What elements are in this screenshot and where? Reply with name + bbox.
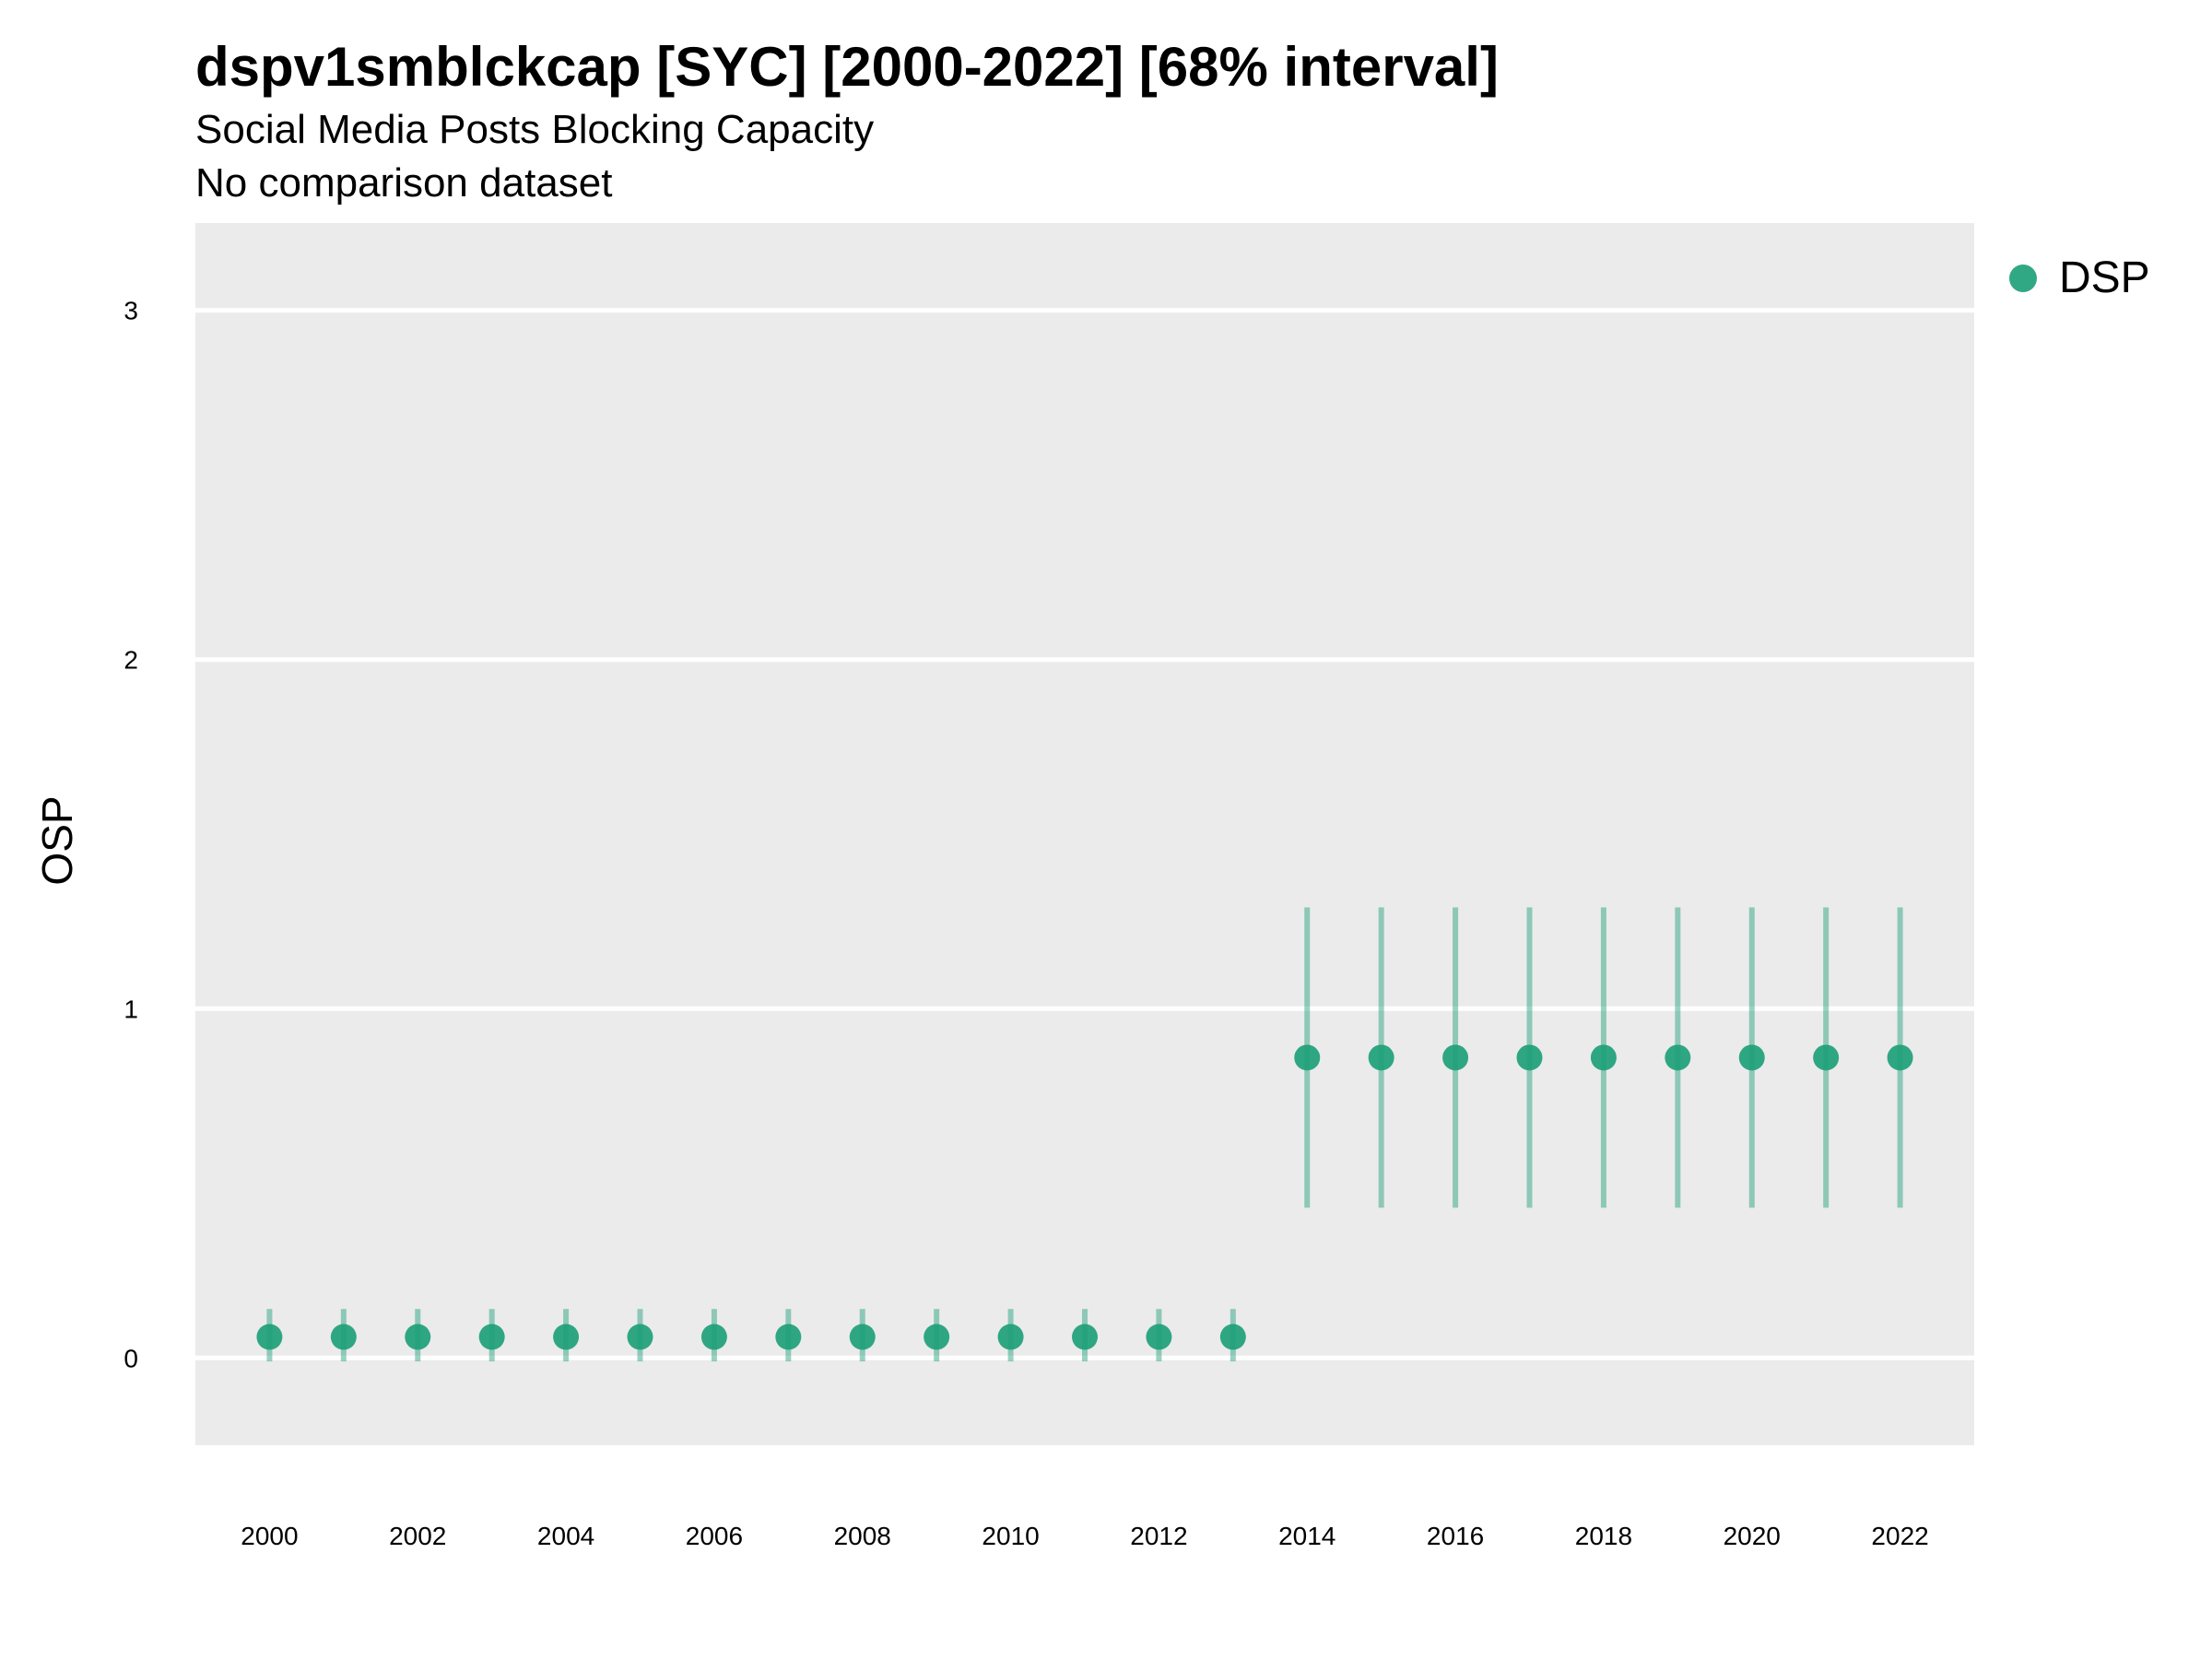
legend-key-dsp xyxy=(2009,264,2037,292)
data-point xyxy=(1590,1044,1617,1071)
x-tick-label: 2004 xyxy=(537,1522,594,1550)
x-tick-label: 2002 xyxy=(389,1522,446,1550)
legend: DSP xyxy=(2009,253,2150,303)
x-tick-label: 2016 xyxy=(1427,1522,1484,1550)
data-point xyxy=(997,1324,1024,1350)
data-point xyxy=(478,1324,505,1350)
x-tick-label: 2012 xyxy=(1130,1522,1187,1550)
chart-subtitle-secondary: No comparison dataset xyxy=(195,160,613,206)
y-tick-label: 3 xyxy=(124,297,138,325)
data-point xyxy=(1887,1044,1913,1071)
data-point xyxy=(1665,1044,1691,1071)
data-point xyxy=(1294,1044,1321,1071)
x-tick-label: 2022 xyxy=(1871,1522,1928,1550)
y-tick-label: 1 xyxy=(124,994,138,1023)
x-tick-label: 2018 xyxy=(1575,1522,1632,1550)
x-tick-label: 2014 xyxy=(1278,1522,1335,1550)
chart-title: dspv1smblckcap [SYC] [2000-2022] [68% in… xyxy=(195,36,1499,98)
data-point xyxy=(1516,1044,1543,1071)
data-point xyxy=(775,1324,802,1350)
x-tick-label: 2020 xyxy=(1724,1522,1781,1550)
y-tick-label: 0 xyxy=(124,1344,138,1372)
chart-subtitle: Social Media Posts Blocking Capacity xyxy=(195,107,875,152)
x-tick-label: 2000 xyxy=(241,1522,298,1550)
data-point xyxy=(849,1324,876,1350)
data-point xyxy=(1738,1044,1765,1071)
data-point xyxy=(1442,1044,1469,1071)
y-tick-label: 2 xyxy=(124,646,138,675)
data-point xyxy=(553,1324,580,1350)
data-point xyxy=(1146,1324,1172,1350)
plot-panel xyxy=(195,223,1974,1445)
x-tick-label: 2010 xyxy=(982,1522,1039,1550)
data-point xyxy=(700,1324,727,1350)
data-point xyxy=(1813,1044,1840,1071)
data-point xyxy=(1072,1324,1098,1350)
data-point xyxy=(924,1324,950,1350)
data-point xyxy=(1368,1044,1394,1071)
data-point xyxy=(627,1324,653,1350)
x-tick-label: 2006 xyxy=(686,1522,743,1550)
x-tick-label: 2008 xyxy=(834,1522,891,1550)
data-point xyxy=(330,1324,357,1350)
legend-label-dsp: DSP xyxy=(2059,253,2150,302)
data-point xyxy=(256,1324,283,1350)
data-point xyxy=(1219,1324,1246,1350)
data-point xyxy=(405,1324,431,1350)
